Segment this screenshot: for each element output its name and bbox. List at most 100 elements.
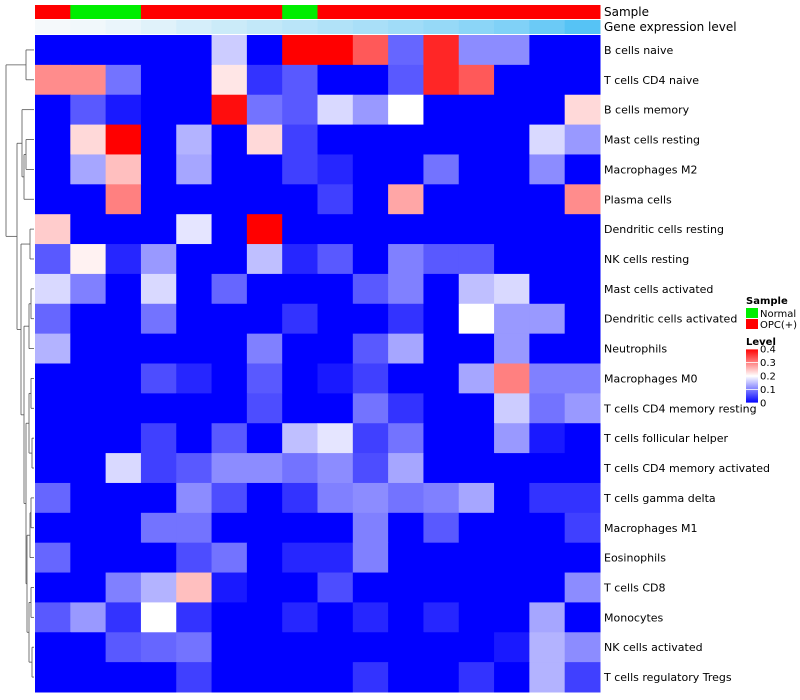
sample-annotation-cell (352, 5, 389, 19)
heatmap-cell (246, 542, 283, 574)
heatmap-cell (246, 333, 283, 364)
legend: Sample Normal OPC(+) Level 0.4 0.3 0.2 0.1 0 (746, 296, 797, 410)
expression-annotation-cell (105, 20, 142, 34)
heatmap-cell (317, 184, 354, 215)
heatmap-cell (140, 662, 177, 693)
heatmap-cell (211, 94, 248, 126)
heatmap-cell (211, 542, 248, 574)
heatmap-cell (35, 273, 71, 305)
heatmap-cell (352, 333, 389, 364)
row-label: Macrophages M0 (604, 372, 697, 385)
row-label: T cells regulatory Tregs (603, 671, 732, 684)
heatmap-cell (70, 35, 107, 66)
heatmap-cell (564, 214, 601, 245)
heatmap-cell (388, 482, 424, 514)
heatmap-cell (458, 363, 495, 394)
heatmap-cell (140, 64, 177, 96)
heatmap-cell (35, 35, 71, 66)
heatmap-cell (105, 423, 142, 454)
heatmap-cell (70, 572, 107, 603)
heatmap-cell (211, 184, 248, 215)
row-labels: B cells naive T cells CD4 naive B cells me… (603, 44, 770, 684)
heatmap-cell (423, 572, 460, 603)
heatmap-cell (282, 64, 318, 96)
heatmap-cell (246, 482, 283, 514)
sample-annotation-cell (529, 5, 566, 19)
heatmap-cell (317, 124, 354, 155)
heatmap-cell (35, 94, 71, 126)
heatmap-cell (282, 35, 318, 66)
heatmap-cell (458, 273, 495, 305)
heatmap-cell (388, 662, 424, 693)
heatmap-cell (564, 423, 601, 454)
sample-annotation-cell (211, 5, 248, 19)
heatmap-cell (423, 94, 460, 126)
heatmap-cell (564, 184, 601, 215)
heatmap-cell (140, 154, 177, 185)
heatmap-cell (388, 184, 424, 215)
legend-sample-title: Sample (746, 296, 788, 307)
heatmap-cell (35, 363, 71, 394)
heatmap-cell (352, 423, 389, 454)
heatmap-cell (176, 632, 213, 663)
row-label: NK cells resting (604, 253, 689, 266)
heatmap-cell (388, 154, 424, 185)
expression-annotation-cell (423, 20, 460, 34)
heatmap-cell (317, 214, 354, 245)
row-label: NK cells activated (604, 641, 703, 654)
row-label: B cells naive (604, 44, 673, 57)
heatmap-cell (494, 602, 530, 633)
heatmap-cell (423, 154, 460, 185)
heatmap-cell (246, 184, 283, 215)
heatmap-cell (388, 214, 424, 245)
expression-annotation-cell (352, 20, 389, 34)
row-label: Macrophages M2 (604, 163, 697, 176)
row-label: Plasma cells (604, 193, 672, 206)
heatmap-cell (246, 393, 283, 424)
expression-annotation-cell (211, 20, 248, 34)
heatmap-cell (494, 244, 530, 275)
heatmap-cell (423, 632, 460, 663)
heatmap-cell (70, 214, 107, 245)
heatmap-cell (70, 333, 107, 364)
heatmap-cell (317, 363, 354, 394)
heatmap-cell (352, 214, 389, 245)
heatmap-cell (35, 572, 71, 603)
heatmap-cell (211, 393, 248, 424)
annotation-label-expression: Gene expression level (604, 20, 737, 34)
heatmap-cell (423, 542, 460, 574)
heatmap-cell (282, 333, 318, 364)
heatmap-cell (458, 184, 495, 215)
heatmap-cell (176, 423, 213, 454)
heatmap-cell (494, 124, 530, 155)
heatmap-cell (494, 64, 530, 96)
heatmap-cell (317, 572, 354, 603)
legend-entry-normal: Normal (760, 309, 796, 320)
legend-tick-label: 0 (760, 399, 766, 410)
heatmap-cell (564, 154, 601, 185)
heatmap-cell (211, 602, 248, 633)
heatmap-cell (529, 64, 566, 96)
heatmap-cell (176, 572, 213, 603)
heatmap-cell (352, 64, 389, 96)
heatmap-cell (70, 632, 107, 663)
heatmap-cell (176, 363, 213, 394)
heatmap-cell (529, 662, 566, 693)
heatmap-cell (211, 64, 248, 96)
expression-annotation-cell (35, 20, 71, 34)
heatmap-cell (35, 303, 71, 335)
heatmap-cell (352, 662, 389, 693)
heatmap-cell (282, 572, 318, 603)
legend-swatch-opc (746, 319, 758, 329)
heatmap-cell (176, 124, 213, 155)
heatmap-cell (211, 154, 248, 185)
heatmap-cell (458, 572, 495, 603)
heatmap-cell (35, 453, 71, 484)
heatmap-cell (105, 64, 142, 96)
heatmap-cell (176, 184, 213, 215)
heatmap-cell (282, 482, 318, 514)
heatmap-cell (140, 35, 177, 66)
heatmap-cell (140, 453, 177, 484)
heatmap-cell (317, 154, 354, 185)
sample-annotation-cell (282, 5, 318, 19)
